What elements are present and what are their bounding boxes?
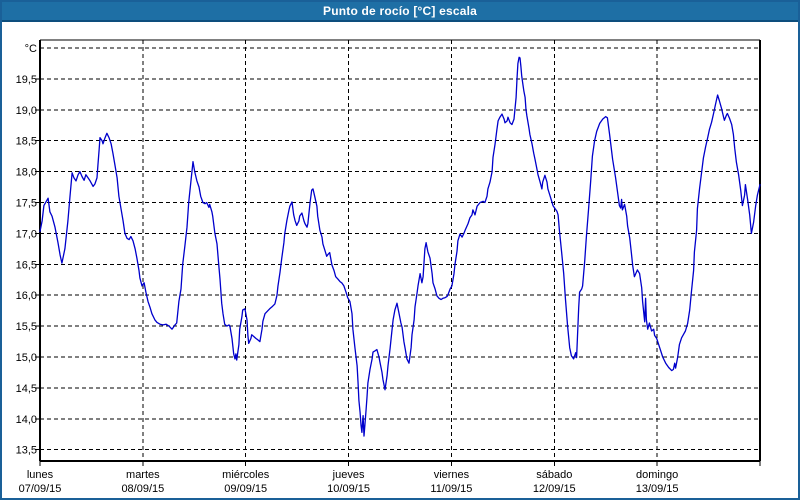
day-name-label: jueves bbox=[332, 469, 365, 481]
day-date-label: 12/09/15 bbox=[533, 483, 576, 495]
y-tick-label: 19,0 bbox=[16, 105, 37, 117]
y-axis-unit-label: °C bbox=[25, 43, 37, 55]
dewpoint-line bbox=[39, 56, 761, 437]
day-name-label: sábado bbox=[536, 469, 572, 481]
y-tick-label: 16,5 bbox=[16, 259, 37, 271]
y-tick-label: 18,5 bbox=[16, 136, 37, 148]
y-tick-labels: °C 19,5 19,0 18,5 18,0 17,5 17,0 16,5 16,0 15,5 15… bbox=[16, 43, 37, 457]
day-date-label: 09/09/15 bbox=[224, 483, 267, 495]
y-tick-label: 16,0 bbox=[16, 290, 37, 302]
x-day-labels: lunes 07/09/15 martes 08/09/15 miércoles 09/0… bbox=[19, 469, 679, 495]
day-name-label: viernes bbox=[434, 469, 470, 481]
day-date-label: 07/09/15 bbox=[19, 483, 62, 495]
y-tick-label: 15,0 bbox=[16, 352, 37, 364]
axis-ticks bbox=[35, 78, 761, 466]
y-tick-label: 14,0 bbox=[16, 414, 37, 426]
plot-area bbox=[40, 40, 760, 461]
y-tick-label: 15,5 bbox=[16, 321, 37, 333]
day-name-label: miércoles bbox=[222, 469, 270, 481]
day-name-label: lunes bbox=[27, 469, 54, 481]
y-tick-label: 19,5 bbox=[16, 74, 37, 86]
gridlines bbox=[40, 40, 760, 461]
chart-title: Punto de rocío [°C] escala bbox=[322, 4, 478, 18]
day-date-label: 11/09/15 bbox=[430, 483, 472, 495]
y-tick-label: 17,0 bbox=[16, 228, 37, 240]
day-date-label: 08/09/15 bbox=[121, 483, 164, 495]
day-date-label: 13/09/15 bbox=[636, 483, 679, 495]
day-name-label: domingo bbox=[636, 469, 678, 481]
y-tick-label: 17,5 bbox=[16, 198, 37, 210]
y-tick-label: 18,0 bbox=[16, 167, 37, 179]
y-tick-label: 14,5 bbox=[16, 383, 37, 395]
day-name-label: martes bbox=[126, 469, 160, 481]
chart-title-bar: Punto de rocío [°C] escala bbox=[2, 2, 798, 22]
y-tick-label: 13,5 bbox=[16, 445, 37, 457]
day-date-label: 10/09/15 bbox=[327, 483, 370, 495]
